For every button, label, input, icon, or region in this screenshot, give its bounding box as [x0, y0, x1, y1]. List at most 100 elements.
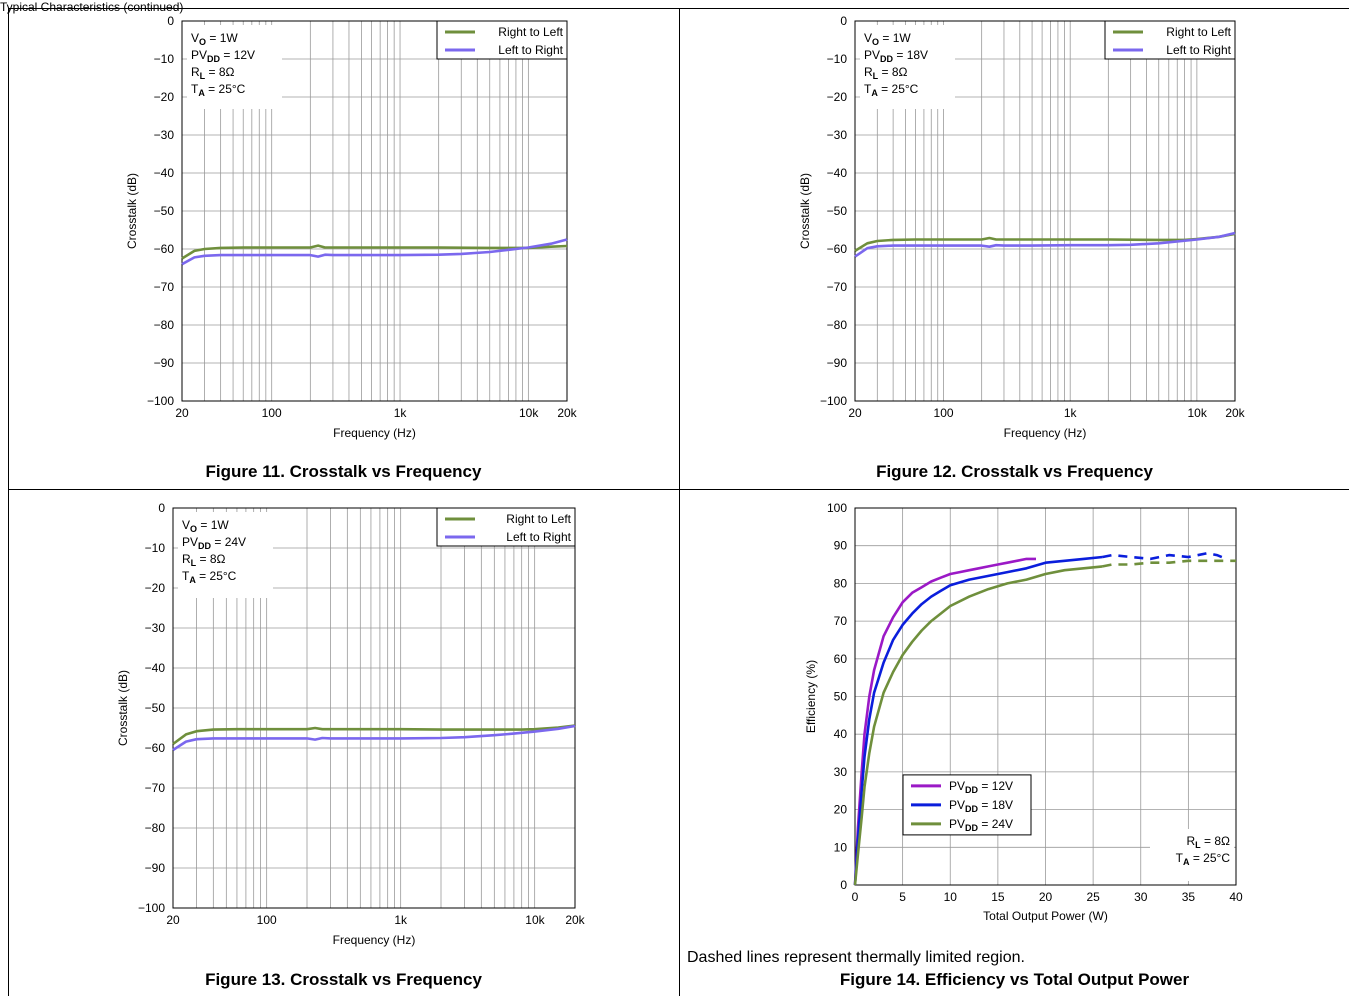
series-line-right-to-left	[181, 244, 568, 260]
x-tick-label: 0	[852, 890, 859, 904]
series-line-left-to-right	[181, 238, 568, 266]
y-tick-label: −70	[154, 280, 175, 294]
condition-label: TA = 25°C	[1176, 851, 1231, 867]
y-tick-label: −80	[827, 318, 848, 332]
figure-14-panel: PVDD = 12V PVDD = 18V PVDD = 24V RL = 8Ω TA …	[680, 490, 1349, 996]
x-tick-label: 20k	[557, 406, 577, 420]
y-tick-label: −90	[827, 356, 848, 370]
y-tick-label: 10	[834, 840, 848, 854]
y-tick-label: −30	[827, 128, 848, 142]
x-tick-label: 40	[1229, 890, 1243, 904]
x-tick-label: 25	[1086, 890, 1100, 904]
y-tick-label: −20	[145, 581, 166, 595]
y-tick-label: −100	[138, 901, 165, 915]
x-tick-label: 15	[991, 890, 1005, 904]
y-tick-label: 50	[834, 690, 848, 704]
y-tick-label: −20	[154, 90, 175, 104]
condition-label: PVDD = 18V	[864, 48, 928, 64]
y-tick-label: 0	[167, 14, 174, 28]
x-tick-label: 20	[166, 913, 180, 927]
series-line-solid-1	[853, 555, 1103, 886]
legend-label: Left to Right	[1166, 43, 1231, 57]
y-tick-label: −80	[154, 318, 175, 332]
condition-label: TA = 25°C	[864, 82, 919, 98]
y-axis-label: Efficiency (%)	[804, 660, 818, 733]
y-tick-label: −10	[154, 52, 175, 66]
y-tick-label: 0	[840, 878, 847, 892]
x-tick-label: 30	[1134, 890, 1148, 904]
x-tick-label: 100	[262, 406, 282, 420]
y-tick-label: 60	[834, 652, 848, 666]
x-tick-label: 20	[175, 406, 189, 420]
series-line-solid-0	[853, 557, 1036, 886]
conditions-background	[178, 512, 273, 598]
series-line-left-to-right	[854, 231, 1236, 258]
x-tick-label: 10k	[519, 406, 539, 420]
thermal-note: Dashed lines represent thermally limited…	[687, 949, 1025, 966]
y-tick-label: 0	[840, 14, 847, 28]
legend-label: Right to Left	[506, 512, 571, 526]
x-tick-label: 10	[944, 890, 958, 904]
plot-frame	[854, 507, 1237, 886]
condition-label: VO = 1W	[191, 31, 238, 47]
y-axis-label: Crosstalk (dB)	[125, 173, 139, 249]
condition-label: VO = 1W	[182, 518, 229, 534]
grid-border-left	[8, 8, 9, 996]
y-tick-label: −40	[154, 166, 175, 180]
y-tick-label: 30	[834, 765, 848, 779]
y-tick-label: −30	[145, 621, 166, 635]
legend-label: PVDD = 18V	[949, 798, 1013, 814]
x-tick-label: 35	[1182, 890, 1196, 904]
series-line-dashed-2	[1102, 559, 1236, 568]
legend-label: Left to Right	[506, 530, 571, 544]
legend-label: Left to Right	[498, 43, 563, 57]
y-tick-label: −30	[154, 128, 175, 142]
condition-label: RL = 8Ω	[864, 65, 908, 81]
x-tick-label: 20	[1039, 890, 1053, 904]
y-tick-label: −60	[145, 741, 166, 755]
y-tick-label: −50	[827, 204, 848, 218]
grid-divider-horizontal	[8, 489, 1349, 490]
plot-frame	[172, 507, 576, 909]
conditions-background	[1150, 829, 1234, 881]
y-tick-label: 40	[834, 727, 848, 741]
y-axis-label: Crosstalk (dB)	[116, 670, 130, 746]
grid-border-top	[8, 8, 1349, 9]
y-tick-label: 100	[827, 501, 847, 515]
y-tick-label: −90	[145, 861, 166, 875]
y-axis-label: Crosstalk (dB)	[798, 173, 812, 249]
y-tick-label: −80	[145, 821, 166, 835]
conditions-background	[860, 25, 955, 109]
page-header: Typical Characteristics (continued)	[0, 0, 184, 14]
y-tick-label: −60	[154, 242, 175, 256]
plot-frame	[854, 20, 1236, 402]
x-tick-label: 10k	[1188, 406, 1208, 420]
y-tick-label: −60	[827, 242, 848, 256]
x-tick-label: 20k	[1225, 406, 1245, 420]
y-tick-label: 90	[834, 539, 848, 553]
condition-label: PVDD = 12V	[191, 48, 255, 64]
y-tick-label: −70	[827, 280, 848, 294]
y-tick-label: −100	[820, 394, 847, 408]
x-tick-label: 100	[257, 913, 277, 927]
series-line-left-to-right	[172, 724, 576, 752]
condition-label: VO = 1W	[864, 31, 911, 47]
figure-12-caption: Figure 12. Crosstalk vs Frequency	[876, 462, 1153, 481]
condition-label: RL = 8Ω	[1187, 834, 1231, 850]
figure-13-caption: Figure 13. Crosstalk vs Frequency	[205, 970, 482, 989]
y-tick-label: −40	[827, 166, 848, 180]
figure-11-caption: Figure 11. Crosstalk vs Frequency	[205, 462, 482, 481]
figure-14-caption: Figure 14. Efficiency vs Total Output Po…	[839, 970, 1190, 989]
x-axis-label: Total Output Power (W)	[983, 909, 1108, 923]
legend-label: PVDD = 12V	[949, 779, 1013, 795]
y-tick-label: −100	[147, 394, 174, 408]
legend-box	[1104, 20, 1236, 60]
x-axis-label: Frequency (Hz)	[1004, 426, 1087, 440]
x-axis-label: Frequency (Hz)	[333, 933, 416, 947]
figure-13-panel: Right to Left Left to Right VO = 1W PVDD = …	[8, 490, 679, 996]
y-tick-label: −50	[145, 701, 166, 715]
condition-label: TA = 25°C	[182, 569, 237, 585]
